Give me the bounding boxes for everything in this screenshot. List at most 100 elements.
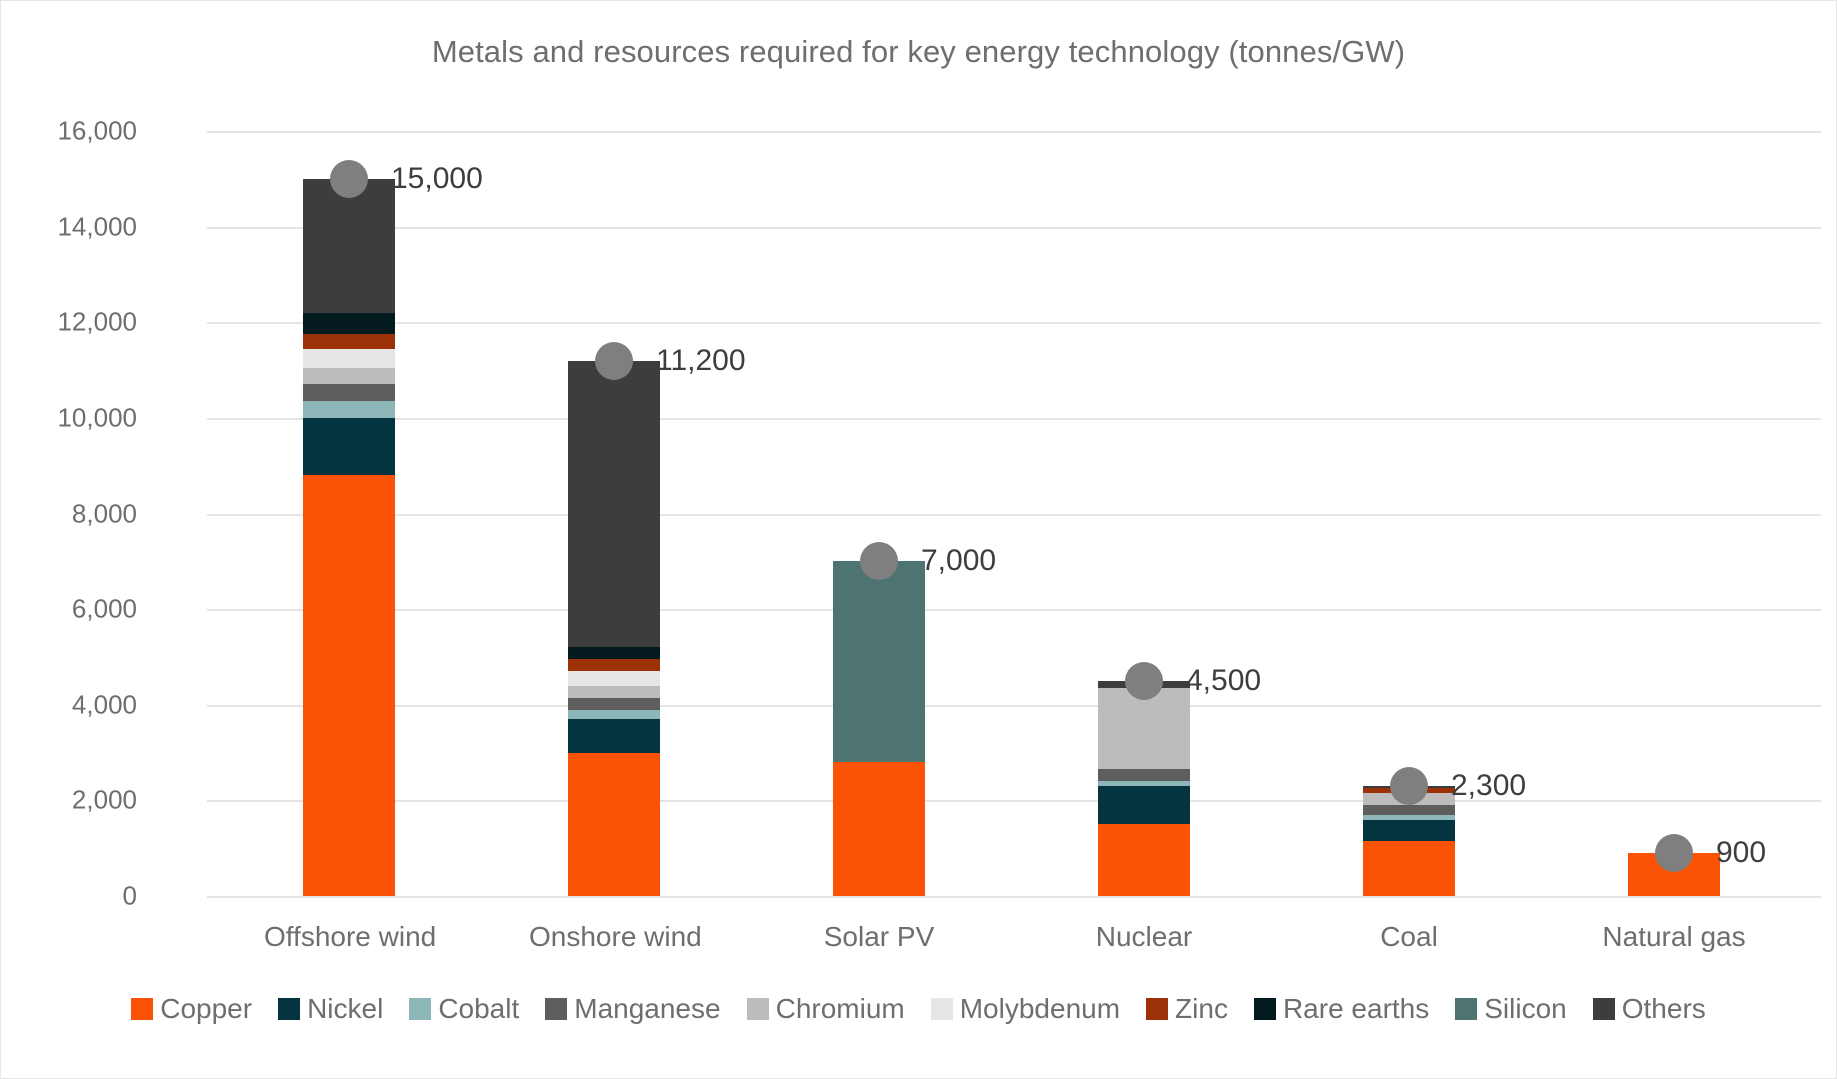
total-value-label: 15,000 xyxy=(391,161,483,195)
bar-segment-copper[interactable] xyxy=(568,752,660,896)
legend-item-silicon[interactable]: Silicon xyxy=(1455,993,1567,1025)
legend-swatch-icon xyxy=(746,998,769,1020)
x-axis-category-label: Nuclear xyxy=(1095,921,1193,952)
bar-group[interactable]: 15,000 Offshore wind xyxy=(264,131,483,952)
total-value-label: 7,000 xyxy=(921,544,997,578)
gridline xyxy=(207,896,1821,898)
legend-item-manganese[interactable]: Manganese xyxy=(545,993,721,1025)
bar-segment-chromium[interactable] xyxy=(568,685,660,698)
y-axis-tick-label: 16,000 xyxy=(57,115,137,146)
total-value-label: 4,500 xyxy=(1186,663,1262,697)
bar-segment-others[interactable] xyxy=(568,360,660,648)
bar-segment-others[interactable] xyxy=(303,178,395,313)
legend-item-cobalt[interactable]: Cobalt xyxy=(409,993,519,1025)
bar-stack[interactable] xyxy=(568,360,660,896)
x-axis-category-label: Onshore wind xyxy=(529,921,702,952)
total-marker-dot xyxy=(330,159,368,198)
bar-segment-silicon[interactable] xyxy=(833,561,925,763)
y-axis-tick-label: 10,000 xyxy=(57,402,137,433)
bar-segment-molybdenum[interactable] xyxy=(303,348,395,368)
bar-stack[interactable] xyxy=(303,178,395,896)
x-axis-category-label: Coal xyxy=(1380,921,1438,952)
total-marker-dot xyxy=(1390,767,1428,806)
bar-segment-zinc[interactable] xyxy=(568,659,660,672)
legend-item-nickel[interactable]: Nickel xyxy=(278,993,383,1025)
bar-segment-manganese[interactable] xyxy=(568,697,660,710)
chart-legend: Copper Nickel Cobalt Manganese Chromium Molyb… xyxy=(1,993,1836,1025)
bar-group[interactable]: 7,000 Solar PV xyxy=(794,131,996,952)
bar-segment-copper[interactable] xyxy=(1098,824,1190,896)
gridline xyxy=(207,513,1821,516)
bar-segment-copper[interactable] xyxy=(1363,841,1455,896)
bar-stack[interactable] xyxy=(1098,680,1190,896)
total-value-label: 900 xyxy=(1716,835,1767,869)
bar-segment-manganese[interactable] xyxy=(1363,805,1455,815)
x-axis-category-label: Offshore wind xyxy=(264,921,437,952)
gridline xyxy=(207,226,1821,229)
total-marker-dot xyxy=(1655,833,1693,872)
legend-item-molybdenum[interactable]: Molybdenum xyxy=(930,993,1120,1025)
legend-label: Manganese xyxy=(574,993,721,1024)
bar-group[interactable]: 11,200 Onshore wind xyxy=(529,131,746,952)
legend-label: Rare earths xyxy=(1282,993,1430,1024)
bar-segment-manganese[interactable] xyxy=(1098,769,1190,782)
bar-group[interactable]: 2,300 Coal xyxy=(1324,131,1526,952)
bar-segment-nickel[interactable] xyxy=(1098,786,1190,825)
legend-item-rare-earths[interactable]: Rare earths xyxy=(1253,993,1430,1025)
legend-swatch-icon xyxy=(1253,998,1276,1020)
bar-group[interactable]: 4,500 Nuclear xyxy=(1059,131,1261,952)
bar-segment-cobalt[interactable] xyxy=(1363,814,1455,820)
bar-group[interactable]: 900 Natural gas xyxy=(1589,131,1766,952)
x-axis-category-label: Natural gas xyxy=(1602,921,1746,952)
bar-segment-molybdenum[interactable] xyxy=(568,671,660,686)
legend-swatch-icon xyxy=(1592,998,1615,1020)
bar-segment-cobalt[interactable] xyxy=(568,709,660,720)
bar-segment-chromium[interactable] xyxy=(1098,688,1190,770)
total-value-label: 11,200 xyxy=(656,343,746,377)
total-marker-dot xyxy=(860,542,898,581)
bar-segment-nickel[interactable] xyxy=(568,719,660,753)
y-axis-tick-label: 8,000 xyxy=(71,498,137,528)
total-value-label: 2,300 xyxy=(1451,769,1527,803)
bar-segment-rare-earths[interactable] xyxy=(568,647,660,660)
legend-label: Copper xyxy=(160,993,253,1024)
bar-stack[interactable] xyxy=(833,561,925,896)
gridline xyxy=(207,609,1821,612)
bar-segment-nickel[interactable] xyxy=(303,417,395,476)
bar-segment-cobalt[interactable] xyxy=(303,401,395,418)
bar-segment-copper[interactable] xyxy=(833,762,925,896)
y-axis-tick-label: 6,000 xyxy=(71,593,137,624)
legend-item-others[interactable]: Others xyxy=(1592,993,1706,1025)
gridline xyxy=(207,800,1821,803)
y-axis-tick-label: 4,000 xyxy=(71,689,137,720)
bar-segment-cobalt[interactable] xyxy=(1098,781,1190,787)
legend-item-chromium[interactable]: Chromium xyxy=(746,993,905,1025)
bar-segment-manganese[interactable] xyxy=(303,384,395,402)
bar-segment-copper[interactable] xyxy=(303,475,395,896)
y-axis-tick-label: 2,000 xyxy=(71,784,137,815)
bar-segment-chromium[interactable] xyxy=(303,367,395,385)
y-axis-tick-label: 14,000 xyxy=(57,211,137,242)
legend-swatch-icon xyxy=(1455,998,1478,1020)
y-axis-tick-label: 12,000 xyxy=(57,306,137,337)
bar-segment-nickel[interactable] xyxy=(1363,819,1455,842)
gridline xyxy=(207,417,1821,420)
y-axis-tick-label: 0 xyxy=(122,880,137,911)
chart-title: Metals and resources required for key en… xyxy=(431,34,1406,69)
legend-label: Zinc xyxy=(1175,993,1228,1024)
plot-area: 0 2,000 4,000 6,000 8,000 10,000 12,000 14,000 1… xyxy=(57,116,1829,952)
bar-segment-zinc[interactable] xyxy=(303,334,395,349)
gridline xyxy=(207,131,1821,133)
gridline xyxy=(207,322,1821,325)
legend-swatch-icon xyxy=(930,998,953,1020)
legend-item-copper[interactable]: Copper xyxy=(131,993,252,1025)
legend-label: Nickel xyxy=(307,993,384,1024)
legend-item-zinc[interactable]: Zinc xyxy=(1146,993,1228,1025)
legend-swatch-icon xyxy=(409,998,432,1020)
total-marker-dot xyxy=(1125,661,1163,700)
bar-segment-rare-earths[interactable] xyxy=(303,312,395,335)
legend-swatch-icon xyxy=(131,998,154,1020)
legend-label: Cobalt xyxy=(438,993,520,1024)
legend-label: Silicon xyxy=(1484,993,1567,1024)
